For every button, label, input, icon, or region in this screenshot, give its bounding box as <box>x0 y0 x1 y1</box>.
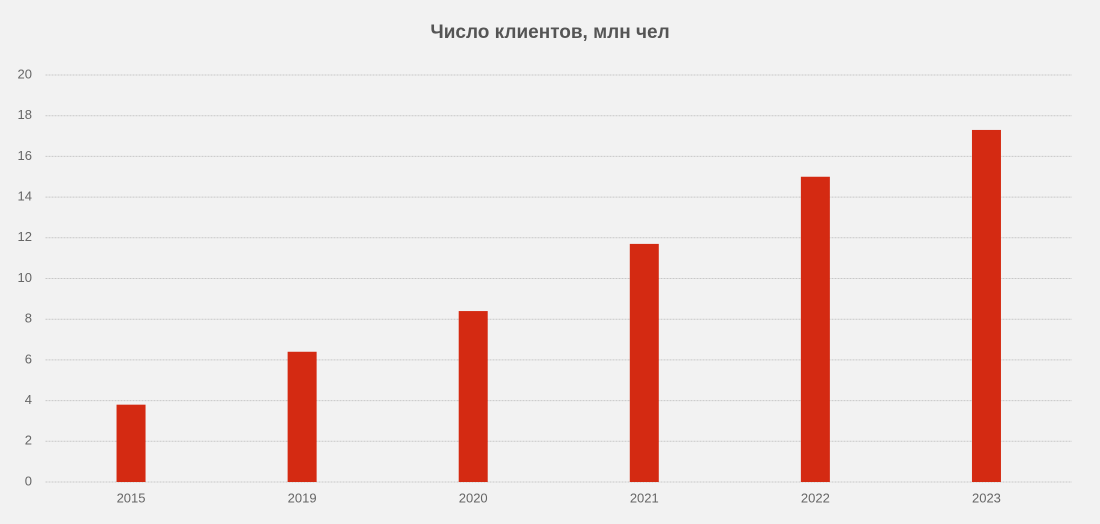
x-tick-label: 2023 <box>972 490 1001 505</box>
y-tick-label: 12 <box>18 229 32 244</box>
bar <box>971 129 1001 482</box>
bar <box>287 351 317 482</box>
y-tick-label: 8 <box>25 311 32 326</box>
y-tick-label: 20 <box>18 66 32 81</box>
x-tick-label: 2022 <box>801 490 830 505</box>
y-tick-label: 10 <box>18 270 32 285</box>
x-tick-label: 2019 <box>288 490 317 505</box>
y-tick-label: 16 <box>18 148 32 163</box>
y-tick-label: 14 <box>18 189 32 204</box>
bar <box>116 404 146 482</box>
x-tick-label: 2021 <box>630 490 659 505</box>
y-tick-label: 0 <box>25 473 32 488</box>
y-tick-label: 18 <box>18 107 32 122</box>
bar <box>629 243 659 482</box>
x-tick-label: 2015 <box>117 490 146 505</box>
bar <box>800 176 830 482</box>
chart-title: Число клиентов, млн чел <box>430 22 669 43</box>
y-tick-label: 6 <box>25 351 32 366</box>
y-tick-label: 4 <box>25 392 32 407</box>
y-tick-label: 2 <box>25 433 32 448</box>
bar <box>458 311 488 482</box>
x-tick-label: 2020 <box>459 490 488 505</box>
